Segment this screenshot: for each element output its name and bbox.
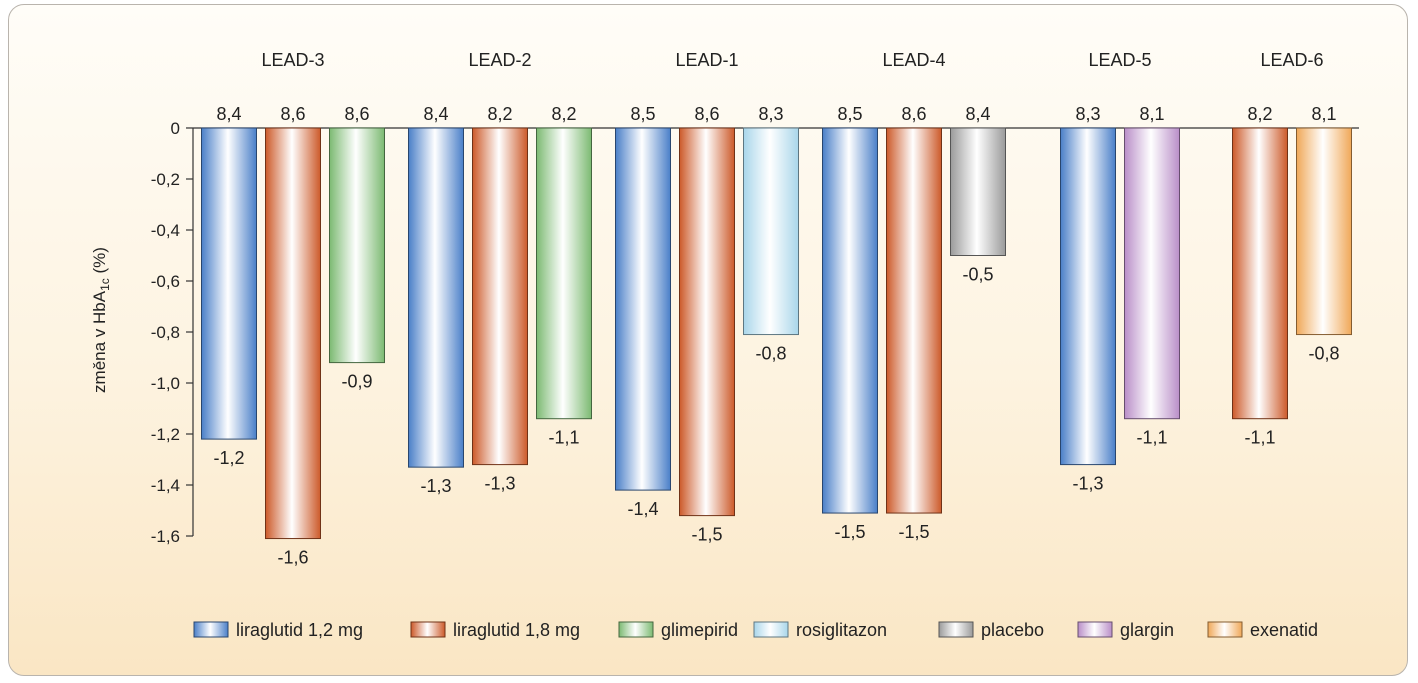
bar-exenatid	[1296, 127, 1352, 336]
value-label: -0,8	[1308, 344, 1339, 364]
group-lead-1: LEAD-1 8,5 -1,4 8,6 -1,5 8,3 -0,8	[615, 50, 799, 545]
group-lead-5: LEAD-5 8,3 -1,3 8,1 -1,1	[1060, 50, 1180, 494]
group-title: LEAD-5	[1088, 50, 1151, 70]
y-tick-label: -0,6	[151, 272, 180, 291]
baseline-label: 8,2	[487, 104, 512, 124]
group-title: LEAD-1	[675, 50, 738, 70]
value-label: -1,5	[834, 522, 865, 542]
bar-liraglutid-1-8-mg	[886, 127, 942, 514]
legend: liraglutid 1,2 mg liraglutid 1,8 mg glimep…	[193, 620, 1318, 640]
group-lead-4: LEAD-4 8,5 -1,5 8,6 -1,5 8,4 -0,5	[822, 50, 1006, 542]
baseline-label: 8,6	[280, 104, 305, 124]
group-lead-3: LEAD-3 8,4 -1,2 8,6 -1,6 8,6 -0,9	[201, 50, 385, 568]
bar-glargin	[1124, 127, 1180, 420]
bar-liraglutid-1-2-mg	[1060, 127, 1116, 466]
legend-swatch	[410, 621, 446, 638]
bar-liraglutid-1-2-mg	[615, 127, 671, 491]
value-label: -1,1	[1136, 428, 1167, 448]
baseline-label: 8,2	[1247, 104, 1272, 124]
legend-label: liraglutid 1,8 mg	[453, 620, 580, 640]
legend-item-rosiglitazon: rosiglitazon	[753, 620, 887, 640]
legend-swatch	[193, 621, 229, 638]
group-lead-6: LEAD-6 8,2 -1,1 8,1 -0,8	[1232, 50, 1352, 448]
bar-liraglutid-1-8-mg	[472, 127, 528, 466]
legend-item-liraglutid-1-2-mg: liraglutid 1,2 mg	[193, 620, 363, 640]
bar-liraglutid-1-8-mg	[679, 127, 735, 517]
bar-liraglutid-1-8-mg	[1232, 127, 1288, 420]
bar-chart: 0 -0,2 -0,4 -0,6 -0,8 -1,0 -1,2 -1,4 -1,6 změna v…	[90, 50, 1359, 640]
value-label: -1,6	[277, 548, 308, 568]
chart-frame: 0 -0,2 -0,4 -0,6 -0,8 -1,0 -1,2 -1,4 -1,6 změna v…	[8, 4, 1408, 676]
bar-liraglutid-1-2-mg	[408, 127, 464, 468]
legend-item-glimepirid: glimepirid	[618, 620, 738, 640]
legend-label: placebo	[981, 620, 1044, 640]
baseline-label: 8,3	[1075, 104, 1100, 124]
legend-swatch	[938, 621, 974, 638]
baseline-label: 8,5	[837, 104, 862, 124]
group-title: LEAD-4	[882, 50, 945, 70]
value-label: -1,3	[1072, 474, 1103, 494]
y-tick-label: -1,4	[151, 476, 180, 495]
bar-liraglutid-1-2-mg	[201, 127, 257, 440]
group-title: LEAD-3	[261, 50, 324, 70]
value-label: -1,5	[691, 525, 722, 545]
bar-placebo	[950, 127, 1006, 256]
baseline-label: 8,4	[423, 104, 448, 124]
legend-swatch	[618, 621, 654, 638]
bar-liraglutid-1-2-mg	[822, 127, 878, 514]
group-title: LEAD-2	[468, 50, 531, 70]
y-tick-label: -1,6	[151, 527, 180, 546]
legend-item-exenatid: exenatid	[1207, 620, 1318, 640]
legend-label: exenatid	[1250, 620, 1318, 640]
value-label: -1,4	[627, 499, 658, 519]
value-label: -0,9	[341, 372, 372, 392]
legend-label: liraglutid 1,2 mg	[236, 620, 363, 640]
legend-item-glargin: glargin	[1077, 620, 1174, 640]
legend-item-placebo: placebo	[938, 620, 1044, 640]
value-label: -1,3	[484, 474, 515, 494]
baseline-label: 8,6	[694, 104, 719, 124]
legend-label: glargin	[1120, 620, 1174, 640]
bar-glimepirid	[536, 127, 592, 420]
baseline-label: 8,1	[1139, 104, 1164, 124]
y-tick-label: 0	[171, 119, 180, 138]
baseline-label: 8,2	[551, 104, 576, 124]
baseline-label: 8,4	[965, 104, 990, 124]
legend-swatch	[753, 621, 789, 638]
value-label: -0,5	[962, 265, 993, 285]
group-title: LEAD-6	[1260, 50, 1323, 70]
y-tick-label: -1,0	[151, 374, 180, 393]
value-label: -1,2	[213, 448, 244, 468]
legend-swatch	[1077, 621, 1113, 638]
y-tick-label: -0,2	[151, 170, 180, 189]
bar-liraglutid-1-8-mg	[265, 127, 321, 540]
y-axis: 0 -0,2 -0,4 -0,6 -0,8 -1,0 -1,2 -1,4 -1,6 změna v…	[90, 119, 1359, 546]
baseline-label: 8,1	[1311, 104, 1336, 124]
legend-label: glimepirid	[661, 620, 738, 640]
group-lead-2: LEAD-2 8,4 -1,3 8,2 -1,3 8,2 -1,1	[408, 50, 592, 496]
baseline-label: 8,4	[216, 104, 241, 124]
bars: LEAD-3 8,4 -1,2 8,6 -1,6 8,6 -0,9 LEAD-2 8,4 -1,3…	[201, 50, 1352, 568]
bar-glimepirid	[329, 127, 385, 364]
value-label: -1,5	[898, 522, 929, 542]
baseline-label: 8,5	[630, 104, 655, 124]
legend-item-liraglutid-1-8-mg: liraglutid 1,8 mg	[410, 620, 580, 640]
value-label: -1,1	[548, 428, 579, 448]
legend-swatch	[1207, 621, 1243, 638]
y-tick-label: -0,4	[151, 221, 180, 240]
y-tick-label: -0,8	[151, 323, 180, 342]
y-axis-label: změna v HbA1c (%)	[90, 247, 112, 393]
value-label: -1,3	[420, 476, 451, 496]
baseline-label: 8,3	[758, 104, 783, 124]
baseline-label: 8,6	[344, 104, 369, 124]
legend-label: rosiglitazon	[796, 620, 887, 640]
baseline-label: 8,6	[901, 104, 926, 124]
y-tick-label: -1,2	[151, 425, 180, 444]
value-label: -0,8	[755, 344, 786, 364]
value-label: -1,1	[1244, 428, 1275, 448]
bar-rosiglitazon	[743, 127, 799, 336]
